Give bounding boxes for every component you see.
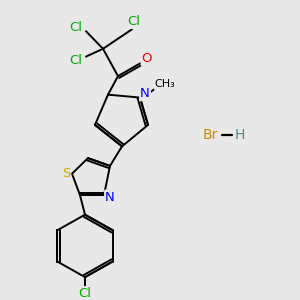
Text: H: H (235, 128, 245, 142)
Text: N: N (140, 87, 150, 100)
Text: CH₃: CH₃ (154, 79, 176, 89)
Text: O: O (142, 52, 152, 65)
Text: Br: Br (202, 128, 218, 142)
Text: N: N (105, 190, 115, 204)
Text: S: S (62, 167, 70, 180)
Text: Cl: Cl (70, 21, 83, 34)
Text: Cl: Cl (128, 15, 140, 28)
Text: Cl: Cl (79, 287, 92, 300)
Text: Cl: Cl (70, 54, 83, 67)
